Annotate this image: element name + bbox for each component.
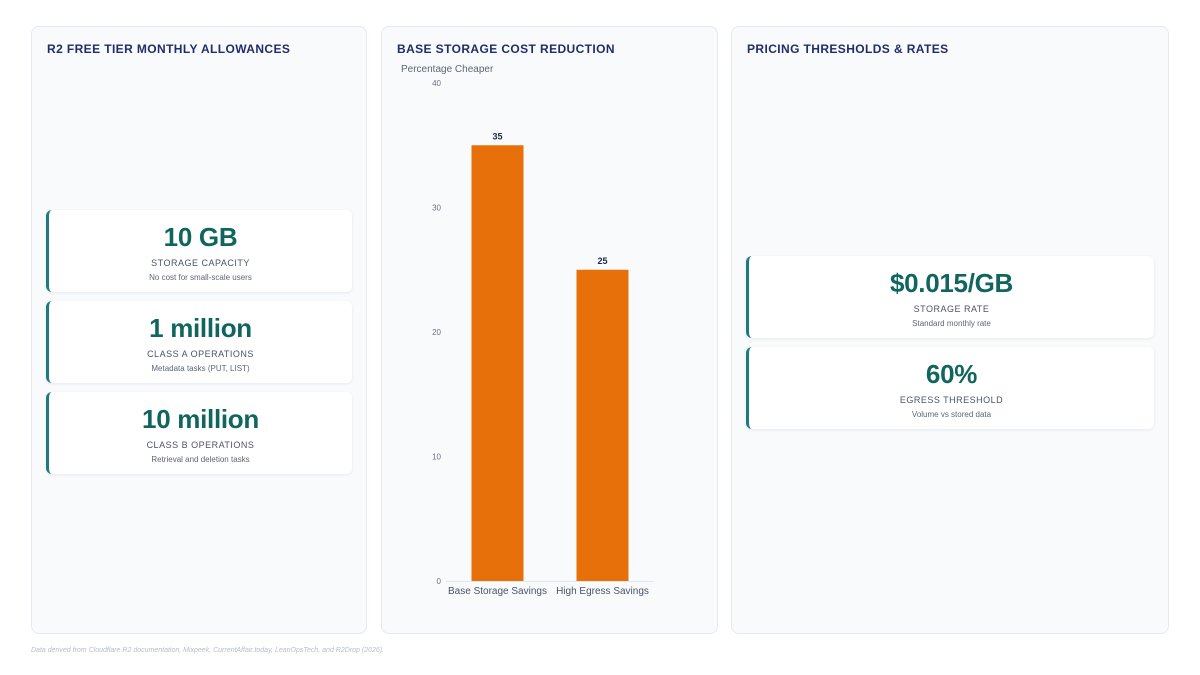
stat-label: STORAGE RATE bbox=[913, 304, 990, 314]
stat-description: Metadata tasks (PUT, LIST) bbox=[151, 364, 250, 373]
class-b-operations-card: 10 million CLASS B OPERATIONS Retrieval … bbox=[46, 392, 352, 474]
stat-value: 10 GB bbox=[163, 222, 238, 252]
stat-description: Standard monthly rate bbox=[912, 319, 991, 328]
x-category-label: High Egress Savings bbox=[556, 586, 649, 597]
pricing-card-list: $0.015/GB STORAGE RATE Standard monthly … bbox=[746, 256, 1154, 429]
storage-rate-card: $0.015/GB STORAGE RATE Standard monthly … bbox=[746, 256, 1154, 338]
stat-value: 60% bbox=[925, 359, 978, 389]
egress-threshold-card: 60% EGRESS THRESHOLD Volume vs stored da… bbox=[746, 347, 1154, 429]
storage-capacity-card: 10 GB STORAGE CAPACITY No cost for small… bbox=[46, 210, 352, 292]
free-tier-card-list: 10 GB STORAGE CAPACITY No cost for small… bbox=[46, 210, 352, 474]
bar bbox=[576, 269, 629, 581]
stat-value: 10 million bbox=[142, 404, 259, 434]
stat-label: EGRESS THRESHOLD bbox=[899, 395, 1004, 405]
bar-value-label: 35 bbox=[492, 131, 502, 141]
bar-value-label: 25 bbox=[597, 256, 607, 266]
stat-value: 1 million bbox=[149, 313, 252, 343]
stat-label: CLASS A OPERATIONS bbox=[147, 349, 254, 359]
stat-description: No cost for small-scale users bbox=[149, 273, 252, 282]
cost-reduction-chart: Percentage Cheaper 0 10 20 30 40 35 Base Storag… bbox=[401, 64, 654, 597]
y-axis-label: Percentage Cheaper bbox=[401, 64, 494, 75]
stat-description: Volume vs stored data bbox=[911, 410, 992, 419]
stat-description: Retrieval and deletion tasks bbox=[151, 455, 250, 464]
pricing-panel: PRICING THRESHOLDS & RATES $0.015/GB STO… bbox=[731, 26, 1169, 634]
class-a-operations-card: 1 million CLASS A OPERATIONS Metadata ta… bbox=[46, 301, 352, 383]
y-tick-label: 10 bbox=[432, 453, 441, 462]
x-category-label: Base Storage Savings bbox=[448, 586, 547, 597]
free-tier-panel: R2 FREE TIER MONTHLY ALLOWANCES 10 GB ST… bbox=[31, 26, 367, 634]
stat-label: CLASS B OPERATIONS bbox=[146, 440, 255, 450]
source-footnote: Data derived from Cloudflare R2 document… bbox=[31, 647, 385, 654]
cost-reduction-panel: BASE STORAGE COST REDUCTION Percentage C… bbox=[381, 26, 718, 634]
free-tier-title: R2 FREE TIER MONTHLY ALLOWANCES bbox=[47, 42, 291, 56]
y-tick-label: 40 bbox=[432, 79, 441, 88]
pricing-title: PRICING THRESHOLDS & RATES bbox=[747, 42, 949, 56]
stat-value: $0.015/GB bbox=[889, 268, 1014, 298]
stat-label: STORAGE CAPACITY bbox=[151, 258, 250, 268]
y-tick-label: 30 bbox=[432, 204, 441, 213]
bar bbox=[471, 145, 524, 581]
cost-reduction-title: BASE STORAGE COST REDUCTION bbox=[397, 42, 615, 56]
y-tick-label: 20 bbox=[432, 328, 441, 337]
y-tick-label: 0 bbox=[437, 577, 442, 586]
